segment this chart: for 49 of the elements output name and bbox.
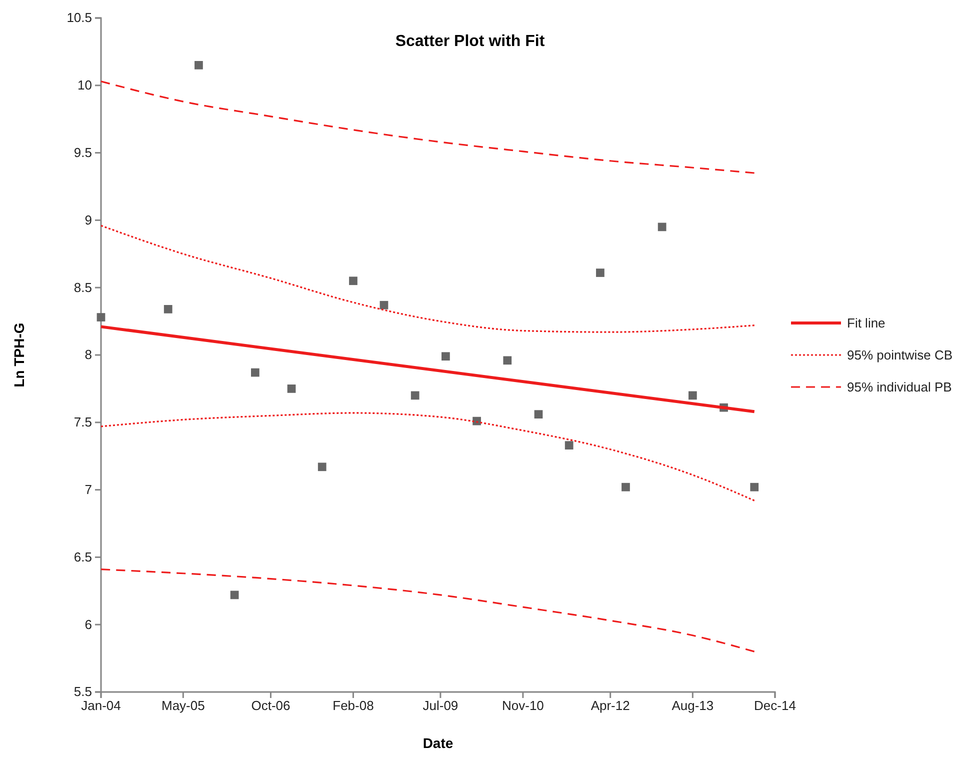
- y-tick-label: 8.5: [74, 280, 92, 295]
- point: [688, 391, 697, 400]
- x-tick-label: Aug-13: [672, 698, 714, 714]
- point: [564, 441, 574, 450]
- line-series: [100, 80, 756, 174]
- legend-label: 95% individual PB: [847, 380, 952, 395]
- point: [318, 462, 326, 472]
- y-tick-label: 10.5: [66, 10, 92, 26]
- y-tick-label: 6.5: [74, 549, 92, 564]
- y-tick-label: 7: [84, 482, 92, 497]
- y-tick-label: 9.5: [74, 144, 92, 160]
- x-tick-label: May-05: [161, 698, 205, 714]
- line-series: [100, 568, 756, 652]
- legend-label: 95% pointwise CB: [847, 348, 952, 363]
- legend-label: Fit line: [847, 316, 886, 331]
- text: Scatter Plot with Fit: [395, 33, 546, 50]
- y-tick-label: 8: [84, 347, 92, 362]
- point: [194, 60, 203, 70]
- x-tick-label: Dec-14: [754, 698, 796, 714]
- point: [164, 304, 172, 314]
- point: [442, 352, 450, 361]
- x-tick-label: Jul-09: [422, 698, 458, 714]
- x-tick-label: Jan-04: [81, 698, 121, 714]
- point: [96, 313, 106, 322]
- line-series: [100, 412, 756, 502]
- point: [750, 482, 759, 492]
- point: [503, 356, 512, 365]
- y-tick-label: 6: [84, 616, 92, 632]
- line-series: [100, 224, 756, 333]
- y-tick-label: 5.5: [74, 684, 92, 700]
- point: [410, 391, 420, 400]
- point: [287, 384, 296, 393]
- x-axis-title: Date: [422, 735, 454, 751]
- y-tick-label: 10: [78, 78, 92, 93]
- y-axis-title: Ln TPH-G: [11, 322, 27, 388]
- point: [380, 300, 388, 310]
- point: [349, 276, 358, 286]
- point: [230, 590, 239, 600]
- x-tick-label: Feb-08: [332, 698, 374, 714]
- x-tick-label: Oct-06: [251, 698, 290, 714]
- point: [622, 482, 630, 492]
- y-tick-label: 7.5: [74, 414, 92, 430]
- x-tick-label: Nov-10: [502, 698, 544, 714]
- x-tick-label: Apr-12: [590, 698, 630, 714]
- y-tick-label: 9: [84, 212, 92, 228]
- point: [596, 268, 604, 277]
- point: [534, 410, 543, 418]
- point: [250, 368, 260, 377]
- point: [658, 222, 666, 232]
